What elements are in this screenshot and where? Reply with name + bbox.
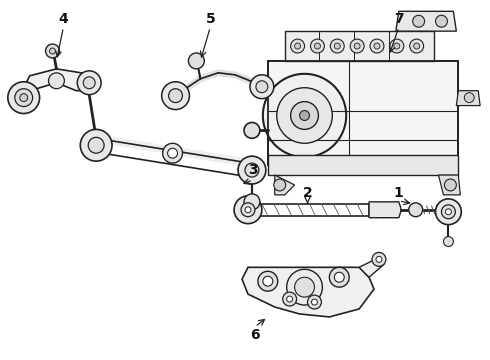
Circle shape xyxy=(250,75,274,99)
Polygon shape xyxy=(439,175,460,195)
Circle shape xyxy=(465,93,474,103)
Circle shape xyxy=(413,15,425,27)
Circle shape xyxy=(410,39,424,53)
Circle shape xyxy=(80,129,112,161)
Circle shape xyxy=(49,48,55,54)
Circle shape xyxy=(15,89,33,107)
Circle shape xyxy=(49,73,64,89)
Circle shape xyxy=(249,167,255,173)
Circle shape xyxy=(312,299,318,305)
Circle shape xyxy=(291,102,318,129)
Circle shape xyxy=(334,43,340,49)
Circle shape xyxy=(374,43,380,49)
Text: 2: 2 xyxy=(303,186,313,200)
Circle shape xyxy=(245,163,259,177)
Polygon shape xyxy=(20,69,96,100)
Circle shape xyxy=(258,271,278,291)
Circle shape xyxy=(291,39,305,53)
Circle shape xyxy=(83,77,95,89)
Circle shape xyxy=(234,196,262,224)
Polygon shape xyxy=(285,31,434,61)
Circle shape xyxy=(409,203,422,217)
Text: 4: 4 xyxy=(58,12,68,26)
Circle shape xyxy=(189,53,204,69)
Circle shape xyxy=(299,111,310,121)
Circle shape xyxy=(350,39,364,53)
Text: 5: 5 xyxy=(205,12,215,26)
Text: 7: 7 xyxy=(394,12,404,26)
Circle shape xyxy=(436,15,447,27)
Text: 6: 6 xyxy=(250,328,260,342)
Circle shape xyxy=(311,39,324,53)
Polygon shape xyxy=(268,155,458,175)
Circle shape xyxy=(441,205,455,219)
Circle shape xyxy=(88,137,104,153)
Circle shape xyxy=(263,276,273,286)
Polygon shape xyxy=(359,257,384,277)
Circle shape xyxy=(256,81,268,93)
Circle shape xyxy=(370,39,384,53)
Circle shape xyxy=(372,252,386,266)
Circle shape xyxy=(315,43,320,49)
Circle shape xyxy=(436,199,461,225)
Polygon shape xyxy=(242,267,374,317)
Circle shape xyxy=(244,194,260,210)
Polygon shape xyxy=(275,175,294,195)
Circle shape xyxy=(241,203,255,217)
Circle shape xyxy=(8,82,40,113)
Circle shape xyxy=(245,207,251,213)
Circle shape xyxy=(168,148,177,158)
Circle shape xyxy=(376,256,382,262)
Circle shape xyxy=(354,43,360,49)
Circle shape xyxy=(20,94,28,102)
Text: 3: 3 xyxy=(248,163,258,177)
Circle shape xyxy=(329,267,349,287)
Circle shape xyxy=(443,237,453,247)
Circle shape xyxy=(330,39,344,53)
Circle shape xyxy=(244,122,260,138)
Polygon shape xyxy=(396,11,456,31)
Circle shape xyxy=(390,39,404,53)
Circle shape xyxy=(294,277,315,297)
Circle shape xyxy=(287,296,293,302)
Circle shape xyxy=(274,179,286,191)
Circle shape xyxy=(445,209,451,215)
Circle shape xyxy=(163,143,182,163)
Circle shape xyxy=(263,74,346,157)
Circle shape xyxy=(308,295,321,309)
Polygon shape xyxy=(268,61,458,165)
Text: 1: 1 xyxy=(394,186,404,200)
Circle shape xyxy=(334,272,344,282)
Circle shape xyxy=(52,77,60,85)
Polygon shape xyxy=(369,202,401,218)
Circle shape xyxy=(77,71,101,95)
Polygon shape xyxy=(456,91,480,105)
Circle shape xyxy=(394,43,400,49)
Circle shape xyxy=(238,156,266,184)
Circle shape xyxy=(277,88,332,143)
Circle shape xyxy=(283,292,296,306)
Circle shape xyxy=(444,179,456,191)
Circle shape xyxy=(287,269,322,305)
Circle shape xyxy=(162,82,190,109)
Circle shape xyxy=(46,44,59,58)
Circle shape xyxy=(194,58,199,64)
Circle shape xyxy=(169,89,182,103)
Circle shape xyxy=(294,43,300,49)
Circle shape xyxy=(414,43,419,49)
Circle shape xyxy=(93,142,99,148)
